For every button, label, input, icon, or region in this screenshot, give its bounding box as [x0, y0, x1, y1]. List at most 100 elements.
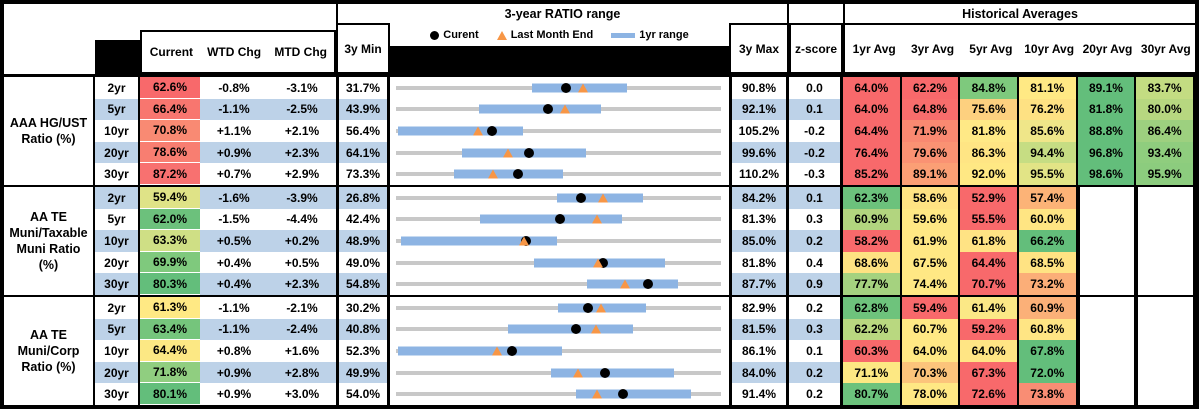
1yr-range-bar [480, 214, 623, 224]
historical-avg-empty-cell [1077, 187, 1137, 295]
historical-avg-value: 70.7% [960, 273, 1019, 295]
historical-avg-value: 81.8% [1077, 98, 1137, 121]
mtd-chg-value: +0.2% [268, 230, 336, 252]
ratio-group: AAA HG/UST Ratio (%) 2yr 62.6% -0.8% -3.1% 31.… [4, 77, 1195, 185]
mtd-chg-value: +2.9% [268, 163, 336, 185]
historical-avg-value: 61.9% [901, 230, 961, 252]
wtd-chg-value: +0.8% [200, 340, 268, 362]
group-label-text: AAA HG/UST Ratio (%) [9, 115, 88, 146]
range-track-wrap [396, 273, 721, 295]
3y-min-value: 42.4% [336, 208, 390, 231]
current-value: 63.3% [140, 230, 200, 252]
current-value: 87.2% [140, 163, 200, 185]
mtd-chg-value: -4.4% [268, 208, 336, 231]
historical-avg-value: 72.6% [960, 383, 1019, 405]
range-track-wrap [396, 230, 721, 252]
range-section-title-text: 3-year RATIO range [504, 6, 621, 21]
z-score-value: 0.4 [789, 251, 843, 274]
range-track-wrap [396, 187, 721, 209]
3y-max-value: 90.8% [729, 77, 789, 99]
legend-last-month: Last Month End [496, 29, 593, 41]
3y-min-column-header: 3y Min [336, 23, 390, 74]
3y-min-value: 26.8% [336, 187, 390, 209]
3y-min-value: 54.0% [336, 383, 390, 405]
10yr-avg-column-header: 10yr Avg [1024, 41, 1075, 56]
historical-avg-value: 78.0% [901, 383, 961, 405]
historical-avg-value: 68.5% [1018, 251, 1078, 274]
historical-avg-value: 58.6% [901, 187, 961, 209]
historical-avg-value: 60.3% [843, 340, 902, 362]
1yr-range-bar-icon [611, 32, 636, 38]
3y-max-column-header: 3y Max [729, 23, 789, 74]
historical-avg-value: 79.6% [901, 141, 961, 164]
historical-avg-value: 64.0% [843, 77, 902, 99]
wtd-chg-value: +0.9% [200, 141, 268, 164]
tenor-label: 10yr [95, 340, 140, 362]
current-value: 61.3% [140, 297, 200, 319]
current-value: 62.6% [140, 77, 200, 99]
3y-min-value: 48.9% [336, 230, 390, 252]
last-month-triangle-icon [496, 30, 507, 40]
3y-max-value: 92.1% [729, 98, 789, 121]
historical-avg-value: 83.7% [1136, 77, 1195, 99]
3y-min-value: 73.3% [336, 163, 390, 185]
3y-min-value: 30.2% [336, 297, 390, 319]
last-month-triangle [577, 83, 588, 93]
current-value: 80.1% [140, 383, 200, 405]
historical-avg-value: 96.8% [1077, 141, 1137, 164]
3y-max-value: 87.7% [729, 273, 789, 295]
historical-avg-value: 60.8% [1018, 318, 1078, 341]
historical-avg-value: 85.6% [1018, 120, 1078, 142]
historical-avg-value: 76.2% [1018, 98, 1078, 121]
range-track-wrap [396, 362, 721, 384]
last-month-triangle [472, 126, 483, 136]
legend-current-label: Curent [443, 29, 479, 41]
historical-avg-value: 98.6% [1077, 163, 1137, 185]
tenor-header-black-box [95, 40, 140, 74]
historical-avg-value: 67.3% [960, 361, 1019, 384]
chart-legend-cell: Curent Last Month End 1yr range [390, 23, 729, 74]
wtd-chg-value: -1.1% [200, 318, 268, 341]
historical-avg-value: 62.8% [843, 297, 902, 319]
historical-avg-value: 95.5% [1018, 163, 1078, 185]
range-bullet-chart [390, 383, 729, 405]
z-score-value: 0.1 [789, 98, 843, 121]
z-score-value: 0.2 [789, 383, 843, 405]
tenor-label: 10yr [95, 230, 140, 252]
historical-avg-value: 60.9% [1018, 297, 1078, 319]
range-bullet-chart [390, 187, 729, 209]
legend-black-strip [390, 46, 729, 74]
range-bullet-chart [390, 318, 729, 341]
current-dot [513, 169, 524, 180]
wtd-chg-value: -1.1% [200, 98, 268, 121]
last-month-triangle [593, 258, 604, 268]
tenor-label: 2yr [95, 187, 140, 209]
3y-max-value: 110.2% [729, 163, 789, 185]
range-bullet-chart [390, 120, 729, 142]
current-value: 80.3% [140, 273, 200, 295]
last-month-triangle [487, 169, 498, 179]
last-month-triangle [518, 236, 529, 246]
tenor-label: 5yr [95, 318, 140, 341]
tenor-label: 30yr [95, 273, 140, 295]
table-header: 3-year RATIO range Historical Averages C… [4, 4, 1195, 77]
historical-avg-value: 76.4% [843, 141, 902, 164]
historical-avg-value: 86.3% [960, 141, 1019, 164]
z-score-value: 0.1 [789, 187, 843, 209]
group-label: AA TE Muni/Corp Ratio (%) [4, 297, 95, 405]
1yr-range-bar [575, 389, 691, 399]
historical-avg-value: 61.4% [960, 297, 1019, 319]
group-label: AA TE Muni/Taxable Muni Ratio (%) [4, 187, 95, 295]
3y-max-value: 86.1% [729, 340, 789, 362]
historical-avg-value: 59.2% [960, 318, 1019, 341]
wtd-chg-value: +0.7% [200, 163, 268, 185]
current-value: 70.8% [140, 120, 200, 142]
3y-max-value: 99.6% [729, 141, 789, 164]
mtd-chg-value: -3.1% [268, 77, 336, 99]
range-track-wrap [396, 383, 721, 405]
current-value: 66.4% [140, 98, 200, 121]
z-score-value: 0.0 [789, 77, 843, 99]
range-track-wrap [396, 297, 721, 319]
mtd-chg-value: -2.1% [268, 297, 336, 319]
historical-avg-value: 80.7% [843, 383, 902, 405]
